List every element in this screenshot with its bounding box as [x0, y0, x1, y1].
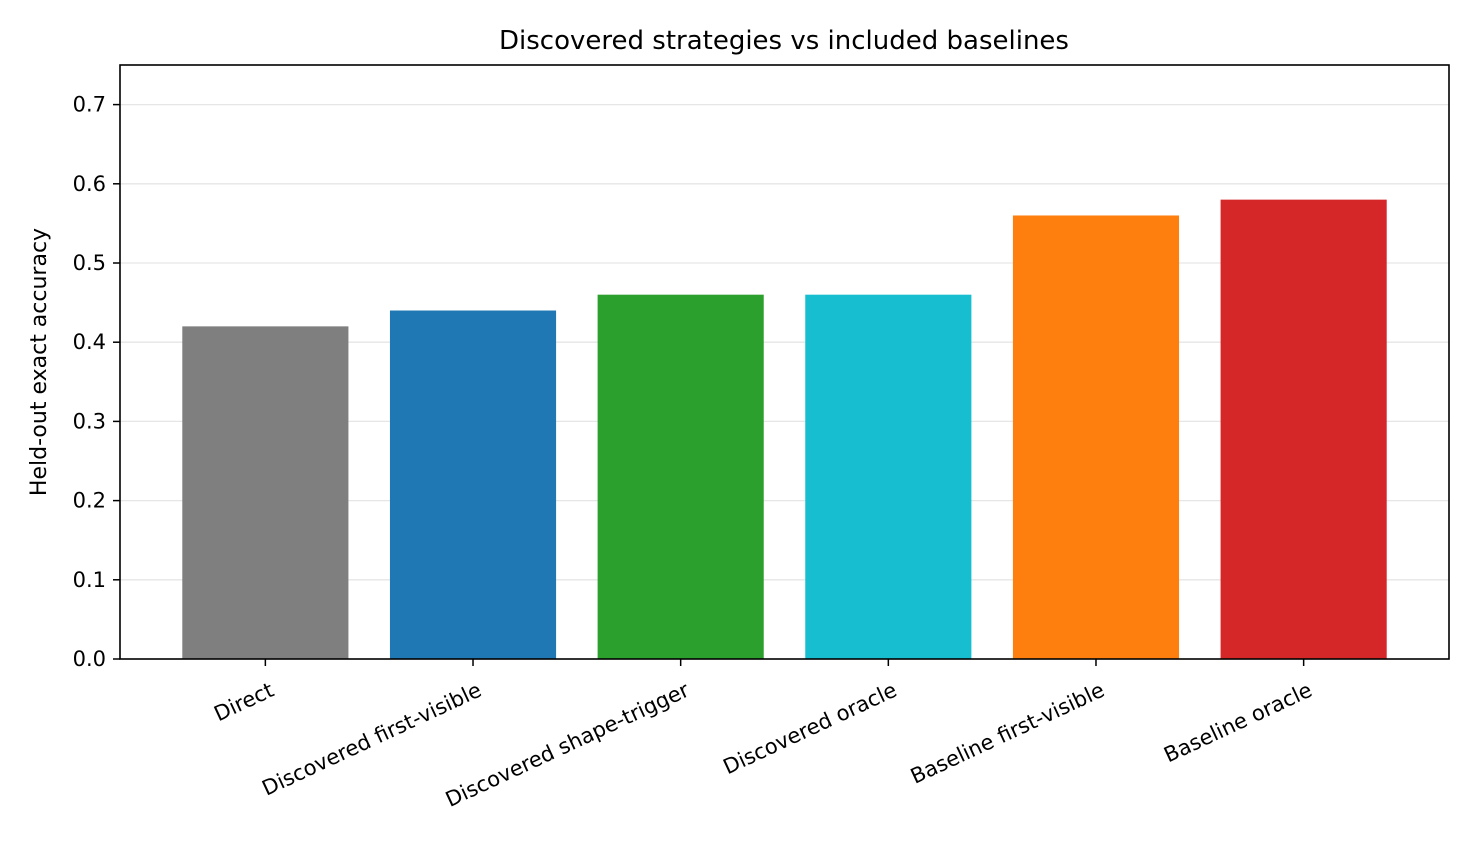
x-tick-label: Baseline first-visible	[907, 678, 1108, 789]
y-tick-label: 0.7	[73, 93, 106, 117]
bar	[597, 294, 764, 659]
y-axis: 0.0 0.1 0.2 0.3 0.4 0.5 0.6 0.7	[73, 93, 120, 671]
y-tick-label: 0.5	[73, 251, 106, 275]
y-tick-label: 0.6	[73, 172, 106, 196]
bar	[1220, 199, 1387, 659]
chart-title: Discovered strategies vs included baseli…	[499, 26, 1069, 56]
x-tick-label: Discovered first-visible	[258, 678, 485, 801]
y-tick-label: 0.4	[73, 330, 106, 354]
y-tick-label: 0.1	[73, 568, 106, 592]
bar	[182, 326, 349, 659]
y-tick-label: 0.3	[73, 409, 106, 433]
x-tick-label: Direct	[210, 678, 277, 726]
bars	[182, 199, 1387, 660]
plot-frame	[119, 64, 1450, 660]
bar	[389, 310, 557, 659]
y-axis-label: Held-out exact accuracy	[27, 228, 52, 496]
bar	[805, 294, 972, 659]
y-tick-label: 0.2	[73, 489, 106, 513]
x-tick-label: Discovered oracle	[720, 678, 901, 779]
y-tick-label: 0.0	[73, 647, 106, 671]
x-tick-label: Baseline oracle	[1160, 678, 1315, 768]
bar	[1012, 215, 1180, 660]
